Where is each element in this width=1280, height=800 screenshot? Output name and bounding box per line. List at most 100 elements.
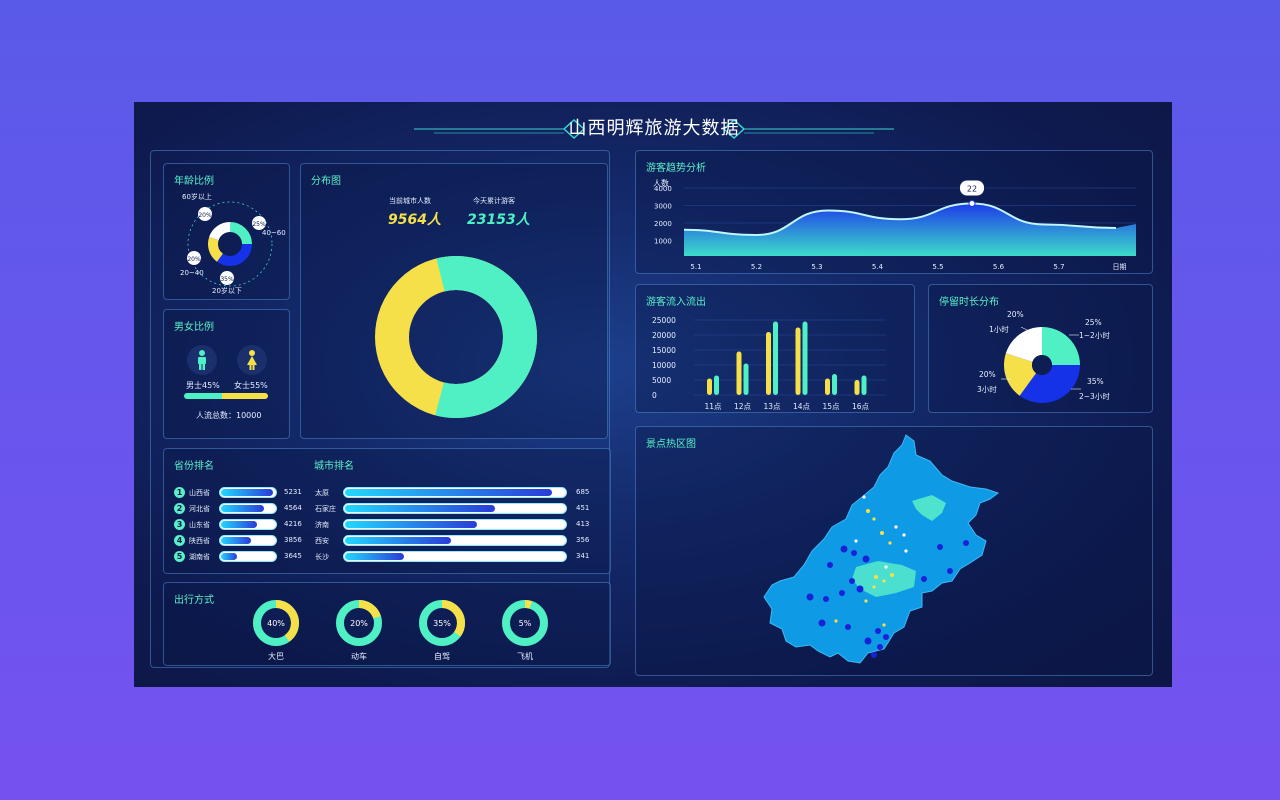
visitor-total: 人流总数：10000 bbox=[196, 411, 262, 420]
travel-label: 动车 bbox=[351, 652, 367, 661]
distribution-title: 分布图 bbox=[311, 176, 341, 187]
travel-donut: 20% bbox=[336, 600, 382, 646]
province-name: 陕西省 bbox=[189, 537, 210, 545]
city-bar-fill bbox=[345, 521, 477, 528]
province-value: 4216 bbox=[284, 520, 302, 528]
flow-bar bbox=[854, 380, 860, 395]
travel-label: 大巴 bbox=[268, 652, 284, 661]
trend-tooltip bbox=[960, 180, 984, 196]
title-bar: 山西明辉旅游大数据 bbox=[414, 110, 894, 140]
heatmap-title: 景点热区图 bbox=[646, 439, 696, 450]
travel-donut: 35% bbox=[419, 600, 465, 646]
city-value: 413 bbox=[576, 520, 590, 528]
city-name: 济南 bbox=[315, 521, 329, 529]
stay-slice bbox=[1042, 327, 1080, 365]
trend-x-tick: 5.6 bbox=[993, 263, 1005, 271]
city-bar bbox=[343, 535, 567, 546]
flow-bar bbox=[766, 332, 771, 395]
age-orbit bbox=[187, 201, 273, 287]
stay-pct: 20% bbox=[979, 370, 996, 379]
age-pct-under-20: 35% bbox=[220, 276, 234, 283]
heatmap-panel: 景点热区图 bbox=[635, 426, 1153, 676]
city-name: 太原 bbox=[315, 489, 329, 497]
map-dots-yellow bbox=[834, 509, 894, 627]
left-frame bbox=[150, 150, 610, 668]
flow-y-tick: 20000 bbox=[652, 331, 676, 340]
province-bar bbox=[219, 487, 277, 498]
province-value: 4564 bbox=[284, 504, 302, 512]
city-bar bbox=[343, 551, 567, 562]
flow-y-tick: 25000 bbox=[652, 316, 676, 325]
city-bar bbox=[343, 487, 567, 498]
city-bar bbox=[343, 503, 567, 514]
stay-slice bbox=[1019, 365, 1080, 403]
age-label-40-60: 40~60 bbox=[262, 229, 286, 237]
travel-pct: 5% bbox=[519, 619, 532, 628]
age-badge-under-20 bbox=[220, 271, 234, 285]
trend-x-tick: 5.5 bbox=[932, 263, 943, 271]
travel-share-arc bbox=[419, 600, 465, 646]
travel-title: 出行方式 bbox=[174, 595, 214, 606]
gender-bar-female bbox=[221, 393, 268, 399]
age-badge-over-60 bbox=[198, 207, 212, 221]
age-pct-20-40: 20% bbox=[187, 256, 201, 263]
flow-title: 游客流入流出 bbox=[646, 297, 706, 308]
city-bar-fill bbox=[345, 489, 552, 496]
current-city-value: 9564人 bbox=[388, 212, 441, 228]
flow-x-tick: 13点 bbox=[763, 402, 781, 411]
trend-title: 游客趋势分析 bbox=[646, 163, 706, 174]
flow-bar bbox=[773, 321, 778, 395]
trend-y-tick: 2000 bbox=[654, 220, 672, 228]
stay-slice bbox=[1004, 353, 1037, 396]
age-segment-20-40 bbox=[208, 222, 252, 266]
province-rank: 3 bbox=[174, 519, 185, 530]
travel-pct: 20% bbox=[350, 619, 368, 628]
age-panel: 年龄比例 20% 25% 20% 35% 60岁以上 40~60 20~40 2… bbox=[163, 163, 290, 300]
flow-bar bbox=[736, 351, 742, 395]
trend-x-tick: 5.1 bbox=[690, 263, 701, 271]
dashboard-screen: 山西明辉旅游大数据 年龄比例 20% 25% 20% 35% 60岁以上 40~… bbox=[134, 102, 1172, 687]
travel-share-arc bbox=[253, 600, 299, 646]
flow-y-tick: 5000 bbox=[652, 376, 671, 385]
trend-x-tick: 5.4 bbox=[872, 263, 884, 271]
map-hotspot-north bbox=[912, 495, 946, 521]
stay-label: 3小时 bbox=[977, 384, 997, 394]
flow-bar bbox=[795, 327, 801, 395]
title-decoration bbox=[414, 118, 894, 140]
flow-bar bbox=[825, 378, 830, 395]
flow-bar bbox=[802, 321, 808, 395]
province-name: 湖南省 bbox=[189, 553, 210, 561]
trend-tooltip-value: 22 bbox=[967, 185, 977, 194]
travel-donut: 5% bbox=[502, 600, 548, 646]
city-value: 685 bbox=[576, 488, 590, 496]
today-visitors-label: 今天累计游客 bbox=[473, 197, 515, 205]
trend-x-tick: 5.7 bbox=[1053, 263, 1064, 271]
province-bar-fill bbox=[221, 553, 237, 560]
trend-y-tick: 1000 bbox=[654, 238, 672, 246]
flow-y-tick: 10000 bbox=[652, 361, 676, 370]
travel-donut: 40% bbox=[253, 600, 299, 646]
map-region bbox=[763, 434, 1000, 664]
page-title: 山西明辉旅游大数据 bbox=[568, 118, 740, 139]
trend-y-tick: 4000 bbox=[654, 185, 672, 193]
travel-pct: 35% bbox=[433, 619, 451, 628]
trend-panel: 游客趋势分析 人数 4000 3000 2000 1000 5.1 5.2 5.3 5.4 5.… bbox=[635, 150, 1153, 274]
travel-label: 飞机 bbox=[517, 652, 533, 661]
travel-pct: 40% bbox=[267, 619, 285, 628]
flow-bar-chart: 25000 20000 15000 10000 5000 0 11点 12点 13点 14点 15点… bbox=[652, 316, 886, 411]
province-name: 山西省 bbox=[189, 489, 210, 497]
province-bar bbox=[219, 519, 277, 530]
trend-x-tick: 日期 bbox=[1113, 263, 1127, 271]
gender-panel: 男女比例 男士45% 女士55% 人流总数：10000 bbox=[163, 309, 290, 439]
flow-x-tick: 11点 bbox=[704, 402, 722, 411]
city-title: 城市排名 bbox=[314, 461, 354, 472]
trend-peak-point bbox=[968, 200, 976, 207]
flow-x-tick: 16点 bbox=[852, 402, 870, 411]
city-bar-fill bbox=[345, 537, 451, 544]
travel-share-arc bbox=[502, 600, 548, 646]
age-pct-40-60: 25% bbox=[252, 221, 266, 228]
map-dots-blue bbox=[806, 540, 969, 658]
stay-pie-chart: 20% 1小时 25% 1~2小时 35% 2~3小时 20% 3小时 bbox=[977, 310, 1110, 403]
flow-bar bbox=[714, 375, 719, 395]
flow-y-tick: 15000 bbox=[652, 346, 676, 355]
